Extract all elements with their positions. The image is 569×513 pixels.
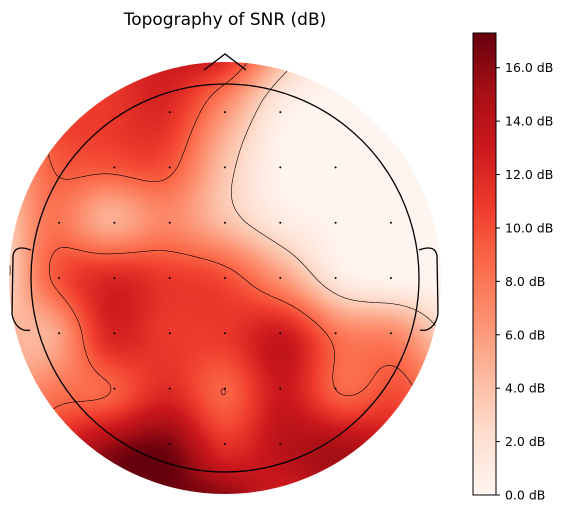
colorbar-tick-label: 12.0 dB: [505, 167, 553, 182]
sensor-dot: [334, 332, 337, 335]
colorbar-gradient: [472, 32, 497, 496]
sensor-dot: [334, 277, 337, 279]
sensor-dot: [58, 221, 61, 224]
head-outline: [11, 53, 439, 473]
sensor-dot: [334, 221, 337, 224]
sensor-dot: [279, 111, 282, 114]
sensor-dot: [279, 221, 282, 224]
sensor-markers: [58, 111, 392, 445]
sensor-dot: [224, 332, 226, 335]
colorbar-tick-label: 16.0 dB: [505, 60, 553, 75]
sensor-dot: [168, 277, 171, 279]
colorbar-tick-label: 10.0 dB: [505, 220, 553, 235]
sensor-dot: [224, 166, 226, 169]
colorbar: 0.0 dB 2.0 dB 4.0 dB 6.0 dB 8.0 dB 10.0 dB 12.…: [472, 32, 553, 503]
left-ear-icon: [11, 247, 32, 332]
sensor-dot: [168, 166, 171, 169]
sensor-dot: [334, 387, 337, 390]
sensor-dot: [113, 332, 116, 335]
right-ear-icon: [418, 247, 439, 332]
sensor-dot: [168, 442, 171, 445]
sensor-dot: [113, 221, 116, 224]
sensor-dot: [389, 221, 392, 224]
sensor-dot: [168, 387, 171, 390]
sensor-dot: [279, 332, 282, 335]
sensor-dot: [279, 166, 282, 169]
sensor-dot: [113, 166, 116, 169]
chart-title: Topography of SNR (dB): [123, 10, 327, 30]
head-circle: [30, 83, 420, 473]
sensor-dot: [168, 111, 171, 114]
sensor-dot: [389, 277, 392, 279]
colorbar-tick-label: 6.0 dB: [505, 327, 545, 342]
sensor-dot: [168, 332, 171, 335]
sensor-dot: [389, 332, 392, 335]
colorbar-tick-label: 2.0 dB: [505, 434, 545, 449]
sensor-dot: [279, 277, 282, 279]
sensor-dot: [279, 442, 282, 445]
colorbar-tick-label: 4.0 dB: [505, 381, 545, 396]
colorbar-tick-label: 8.0 dB: [505, 274, 545, 289]
sensor-dot: [224, 277, 226, 279]
sensor-dot: [113, 277, 116, 279]
colorbar-ticks: 0.0 dB 2.0 dB 4.0 dB 6.0 dB 8.0 dB 10.0 dB 12.…: [496, 60, 553, 503]
sensor-dot: [224, 111, 226, 114]
sensor-dot: [113, 387, 116, 390]
sensor-dot: [168, 221, 171, 224]
sensor-dot: [224, 387, 226, 390]
sensor-dot: [279, 387, 282, 390]
nose-icon: [203, 53, 247, 71]
sensor-dot: [224, 221, 226, 224]
sensor-dot: [224, 442, 226, 445]
sensor-dot: [58, 277, 61, 279]
sensor-dot: [58, 332, 61, 335]
colorbar-tick-label: 14.0 dB: [505, 114, 553, 129]
sensor-dot: [334, 166, 337, 169]
topomap: [9, 53, 441, 494]
colorbar-tick-label: 0.0 dB: [505, 488, 545, 503]
